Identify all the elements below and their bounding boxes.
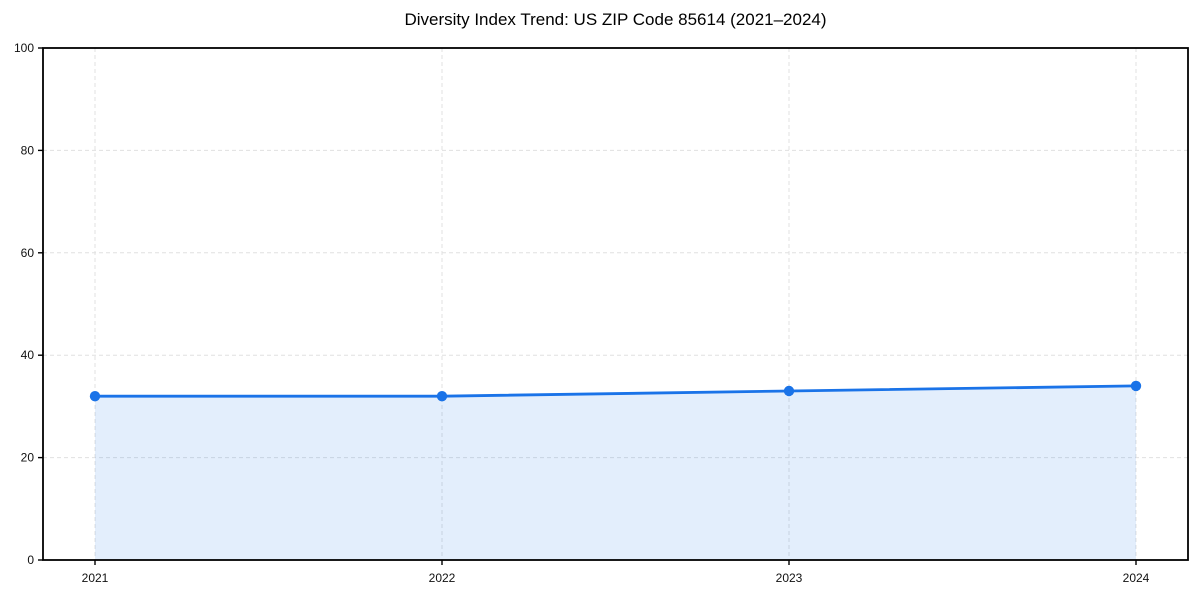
y-tick-label: 20 [21, 451, 35, 465]
data-point-marker [89, 391, 101, 402]
x-tick-label: 2024 [1123, 571, 1150, 585]
axis-ticks: 0 20 40 60 80 100 2021 2022 2023 2024 [14, 41, 1150, 585]
data-point-markers [89, 380, 1142, 402]
data-point-marker [783, 385, 795, 397]
x-tick-label: 2021 [82, 571, 109, 585]
y-tick-label: 100 [14, 41, 34, 55]
y-tick-label: 60 [21, 246, 35, 260]
trend-line [93, 384, 1138, 398]
area-fill [95, 385, 1136, 560]
chart-title: Diversity Index Trend: US ZIP Code 85614… [404, 10, 827, 29]
y-tick-label: 40 [21, 348, 35, 362]
gridlines [43, 48, 1188, 560]
y-tick-label: 0 [27, 553, 34, 567]
x-tick-label: 2023 [776, 571, 803, 585]
x-tick-label: 2022 [429, 571, 456, 585]
data-point-marker [1130, 380, 1142, 392]
y-tick-label: 80 [21, 143, 35, 157]
plot-border [42, 47, 1189, 561]
data-point-marker [436, 391, 448, 402]
